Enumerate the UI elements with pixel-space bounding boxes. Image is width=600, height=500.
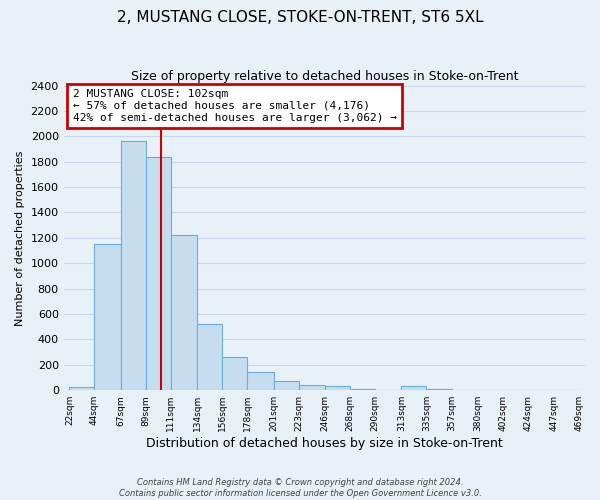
Text: 2 MUSTANG CLOSE: 102sqm
← 57% of detached houses are smaller (4,176)
42% of semi: 2 MUSTANG CLOSE: 102sqm ← 57% of detache… [73,90,397,122]
Bar [146,156,171,390]
Bar [197,324,222,390]
Bar [299,385,325,390]
Bar [247,372,274,390]
Bar [121,142,146,390]
Bar [70,387,94,390]
Bar [427,389,452,390]
Bar [401,386,427,390]
Bar [325,386,350,390]
X-axis label: Distribution of detached houses by size in Stoke-on-Trent: Distribution of detached houses by size … [146,437,503,450]
Y-axis label: Number of detached properties: Number of detached properties [15,150,25,326]
Bar [94,244,121,390]
Text: Contains HM Land Registry data © Crown copyright and database right 2024.
Contai: Contains HM Land Registry data © Crown c… [119,478,481,498]
Bar [350,389,375,390]
Text: 2, MUSTANG CLOSE, STOKE-ON-TRENT, ST6 5XL: 2, MUSTANG CLOSE, STOKE-ON-TRENT, ST6 5X… [116,10,484,25]
Bar [222,356,247,390]
Bar [171,236,197,390]
Bar [274,380,299,390]
Title: Size of property relative to detached houses in Stoke-on-Trent: Size of property relative to detached ho… [131,70,518,83]
